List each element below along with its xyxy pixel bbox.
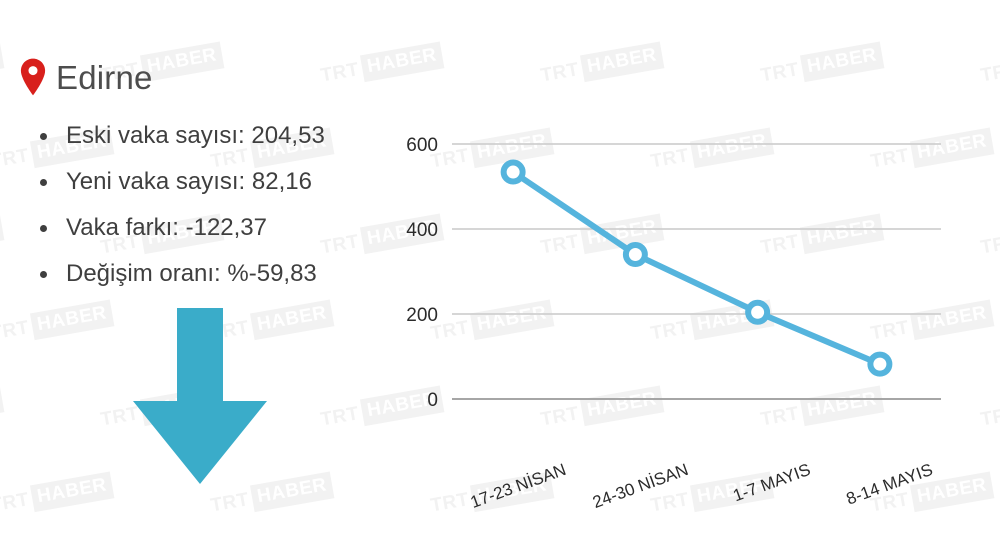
bullet-icon xyxy=(40,271,47,278)
stats-list: Eski vaka sayısı: 204,53 Yeni vaka sayıs… xyxy=(22,113,325,297)
city-stats-panel: Edirne Eski vaka sayısı: 204,53 Yeni vak… xyxy=(0,0,400,550)
city-header: Edirne xyxy=(20,58,153,96)
series-polyline xyxy=(510,169,883,368)
chart-series-line xyxy=(510,169,883,368)
data-point-marker xyxy=(622,242,648,267)
bullet-icon xyxy=(40,179,47,186)
data-point-marker xyxy=(745,299,771,325)
map-pin-icon xyxy=(20,58,46,96)
stat-text: Vaka farkı: -122,37 xyxy=(66,214,267,241)
bullet-icon xyxy=(40,133,47,140)
down-arrow-icon xyxy=(133,308,267,484)
y-axis-tick-label: 200 xyxy=(406,305,438,326)
stat-text: Yeni vaka sayısı: 82,16 xyxy=(66,168,312,195)
x-axis-tick-label: 17-23 NİSAN xyxy=(468,460,569,512)
chart-y-axis-labels: 0 200 400 600 xyxy=(406,135,438,411)
list-item: Yeni vaka sayısı: 82,16 xyxy=(22,159,325,205)
list-item: Değişim oranı: %-59,83 xyxy=(22,251,325,297)
x-axis-tick-label: 24-30 NİSAN xyxy=(590,460,691,512)
list-item: Eski vaka sayısı: 204,53 xyxy=(22,113,325,159)
stat-text: Eski vaka sayısı: 204,53 xyxy=(66,122,325,149)
weekly-cases-chart: 0 200 400 600 17-23 NİSAN 24-30 NİSAN 1-7 MAY… xyxy=(380,0,1000,550)
y-axis-tick-label: 600 xyxy=(406,135,438,156)
page-title: Edirne xyxy=(56,58,153,96)
list-item: Vaka farkı: -122,37 xyxy=(22,205,325,251)
stat-text: Değişim oranı: %-59,83 xyxy=(66,260,317,287)
x-axis-tick-label: 8-14 MAYIS xyxy=(844,460,935,509)
chart-x-axis-labels: 17-23 NİSAN 24-30 NİSAN 1-7 MAYIS 8-14 MAYI… xyxy=(468,460,935,512)
data-point-marker xyxy=(500,159,526,185)
data-point-marker xyxy=(867,351,893,377)
chart-canvas: 0 200 400 600 17-23 NİSAN 24-30 NİSAN 1-7 MAY… xyxy=(406,135,941,512)
bullet-icon xyxy=(40,225,47,232)
y-axis-tick-label: 0 xyxy=(427,390,438,411)
y-axis-tick-label: 400 xyxy=(406,220,438,241)
x-axis-tick-label: 1-7 MAYIS xyxy=(730,460,813,506)
